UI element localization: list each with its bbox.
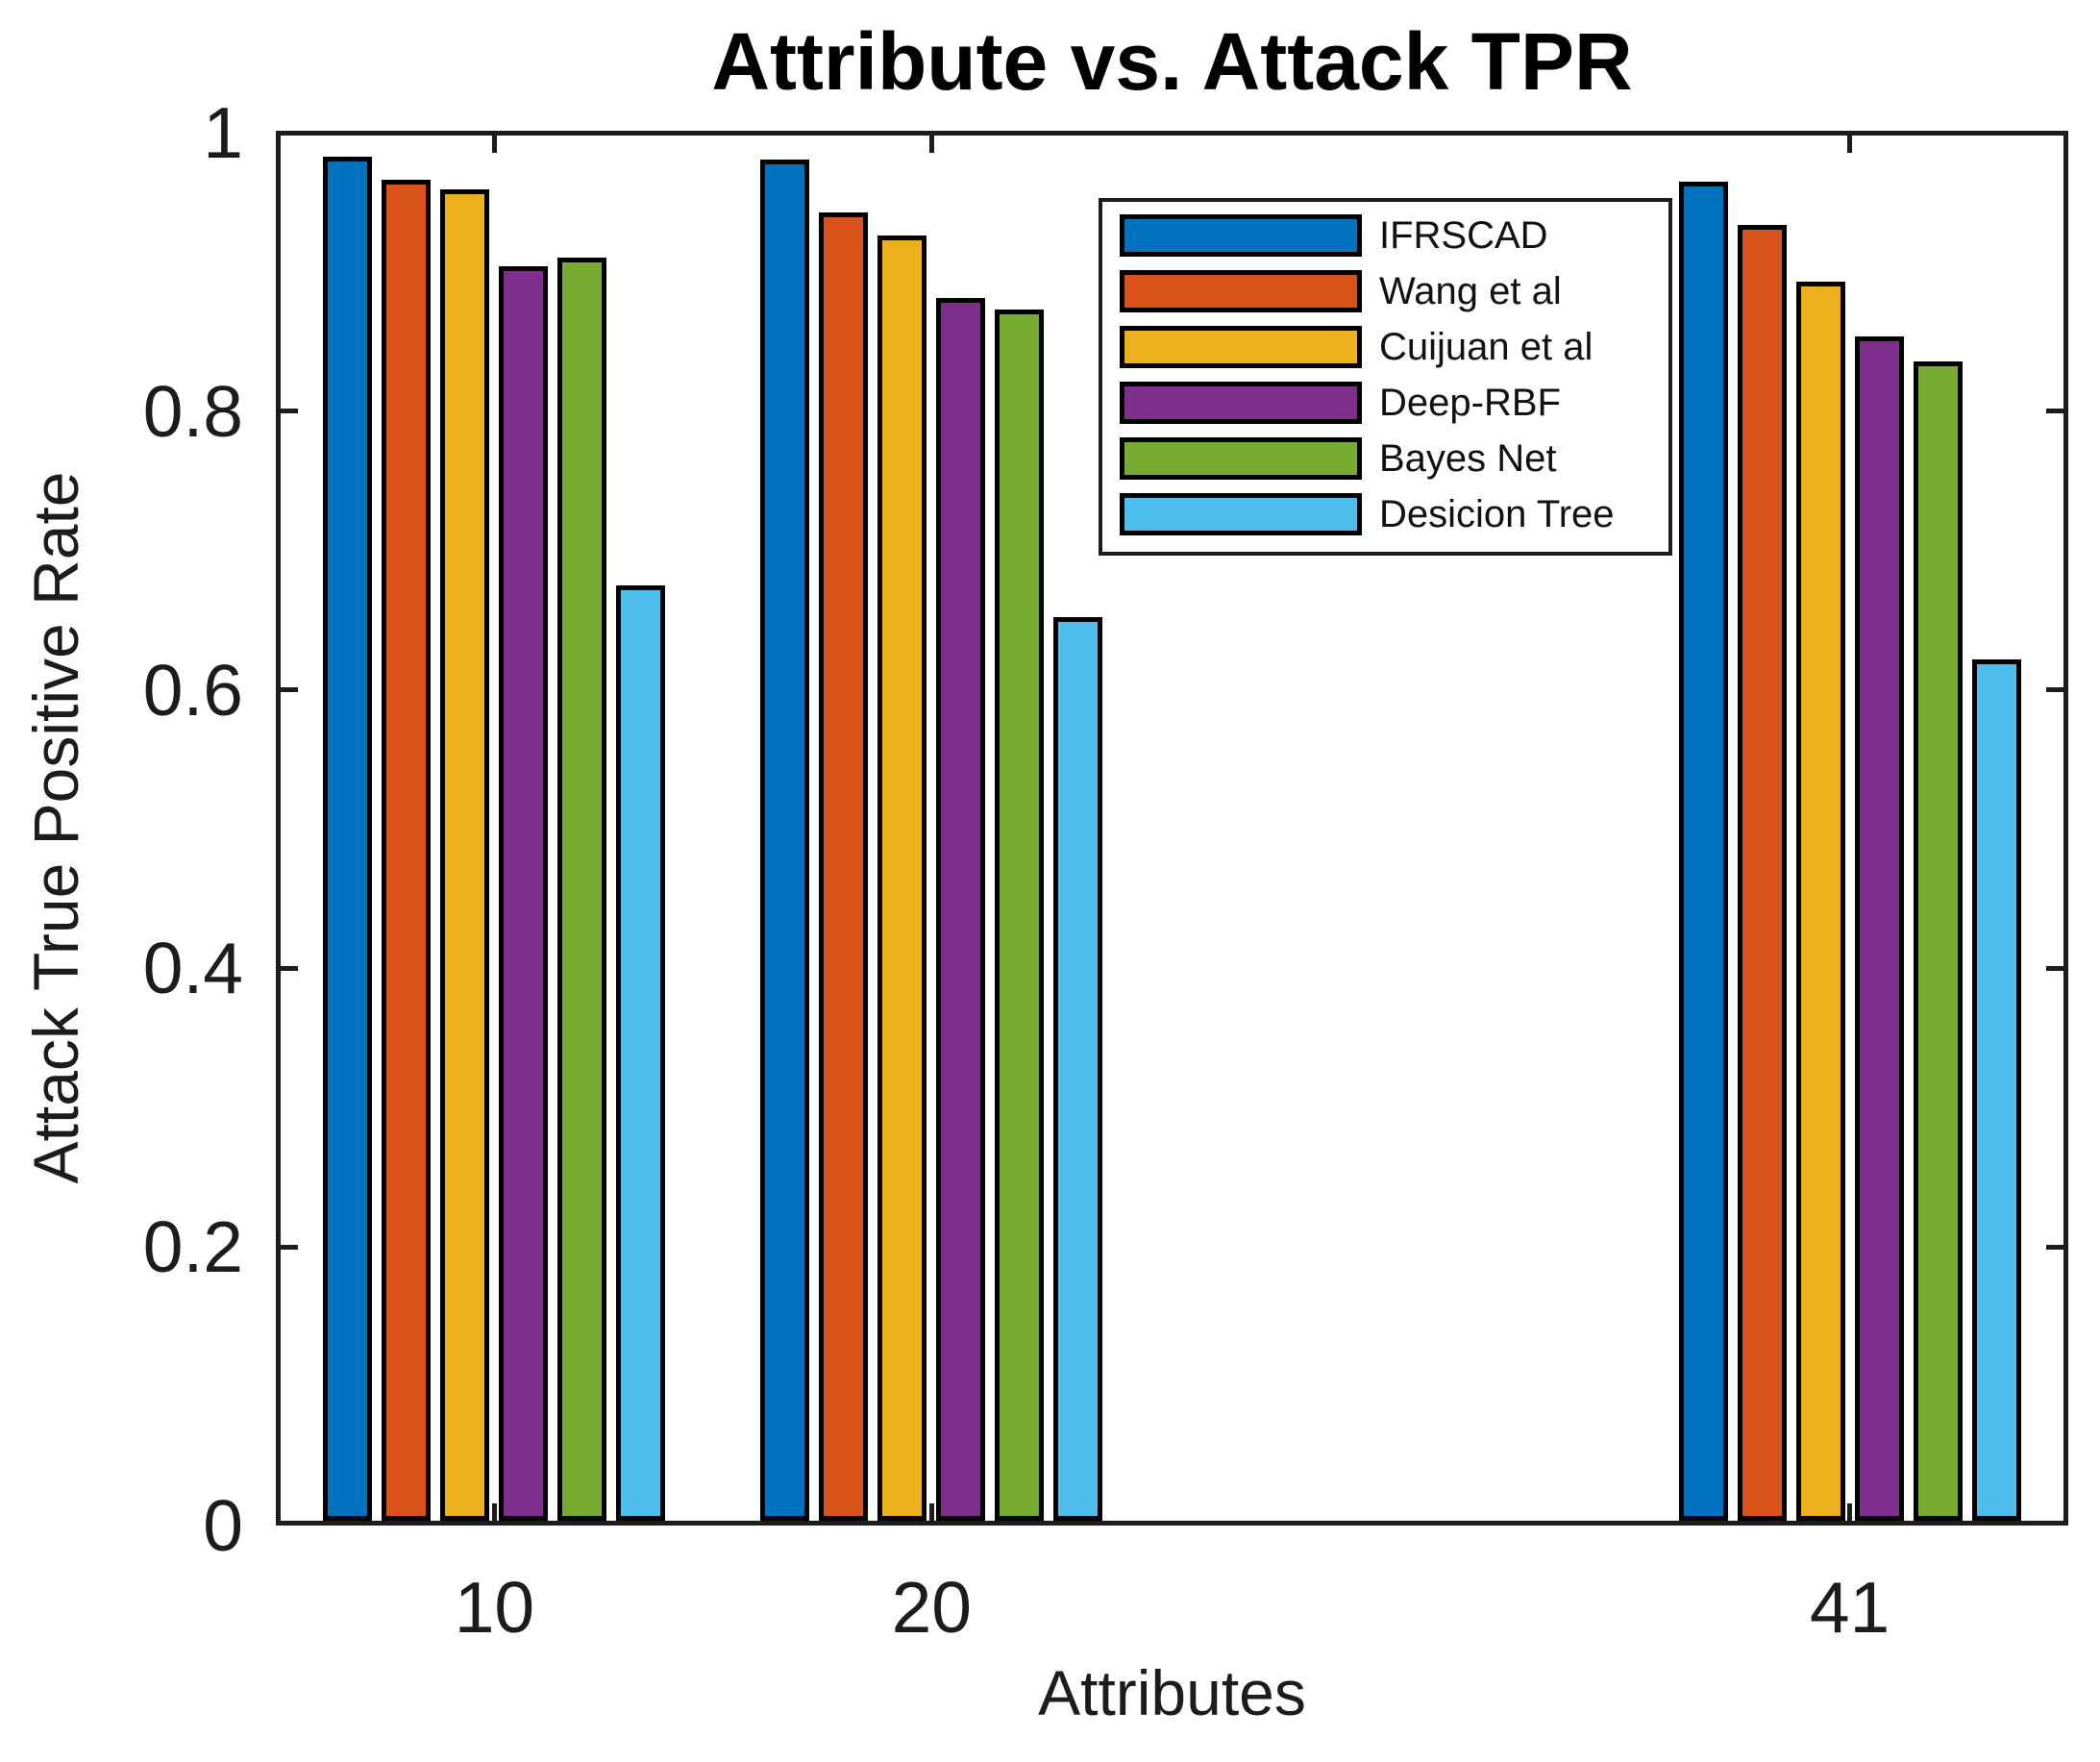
legend-swatch-cuijuan-et-al [1120,326,1362,368]
x-axis-label: Attributes [1038,1657,1306,1728]
legend-label: Cuijuan et al [1379,326,1594,368]
x-tick-bottom [491,1503,497,1521]
x-tick-top [1847,136,1853,153]
x-tick-bottom [1847,1503,1853,1521]
bar-ifrscad-20 [760,159,810,1521]
legend-swatch-wang-et-al [1120,270,1362,312]
legend: IFRSCAD Wang et al Cuijuan et al Deep-RBF Ba… [1099,198,1672,556]
bar-cuijuan-et-al-10 [440,189,490,1521]
x-tick-label: 20 [891,1567,973,1648]
y-axis-label: Attack True Positive Rate [20,471,91,1184]
y-tick-label: 0.6 [142,649,243,731]
chart-title: Attribute vs. Attack TPR [711,16,1633,107]
y-tick-right [2046,1244,2063,1250]
bar-deep-rbf-41 [1854,335,1904,1521]
legend-label: Desicion Tree [1379,493,1615,535]
x-tick-top [928,136,934,153]
bar-cuijuan-et-al-41 [1795,282,1845,1521]
legend-swatch-ifrscad [1120,214,1362,257]
x-tick-label: 10 [454,1567,535,1648]
x-tick-top [491,136,497,153]
y-tick-right [2046,965,2063,971]
bar-wang-et-al-20 [819,211,869,1521]
y-tick-right [2046,687,2063,693]
y-tick-label: 0 [203,1485,243,1566]
legend-swatch-desicion-tree [1120,493,1362,535]
bar-deep-rbf-10 [499,266,549,1521]
y-tick-left [281,965,298,971]
legend-label: Deep-RBF [1379,382,1561,424]
bar-desicion-tree-20 [1053,617,1103,1521]
legend-label: Bayes Net [1379,437,1557,480]
y-tick-right [2046,409,2063,414]
bar-ifrscad-10 [323,156,373,1521]
bar-bayes-net-41 [1913,360,1963,1521]
legend-item: Cuijuan et al [1120,326,1668,368]
x-tick-label: 41 [1809,1567,1890,1648]
y-tick-left [281,1244,298,1250]
y-tick-label: 0.8 [142,370,243,452]
bar-desicion-tree-41 [1971,658,2021,1521]
bar-deep-rbf-20 [936,298,986,1521]
bar-wang-et-al-41 [1737,224,1787,1521]
legend-item: Deep-RBF [1120,382,1668,424]
bar-ifrscad-41 [1678,181,1728,1521]
bar-bayes-net-20 [995,310,1045,1521]
legend-label: IFRSCAD [1379,214,1548,257]
y-tick-left [281,409,298,414]
bar-cuijuan-et-al-20 [877,236,927,1521]
bar-wang-et-al-10 [382,180,432,1521]
legend-swatch-bayes-net [1120,437,1362,480]
y-tick-label: 1 [203,92,243,173]
y-tick-left [281,687,298,693]
y-tick-label: 0.4 [142,928,243,1009]
bar-desicion-tree-10 [616,584,666,1521]
legend-item: Bayes Net [1120,437,1668,480]
bar-bayes-net-10 [557,258,607,1521]
legend-item: IFRSCAD [1120,214,1668,257]
legend-item: Desicion Tree [1120,493,1668,535]
legend-item: Wang et al [1120,270,1668,312]
legend-swatch-deep-rbf [1120,382,1362,424]
y-tick-label: 0.2 [142,1206,243,1288]
legend-label: Wang et al [1379,270,1562,312]
x-tick-bottom [928,1503,934,1521]
